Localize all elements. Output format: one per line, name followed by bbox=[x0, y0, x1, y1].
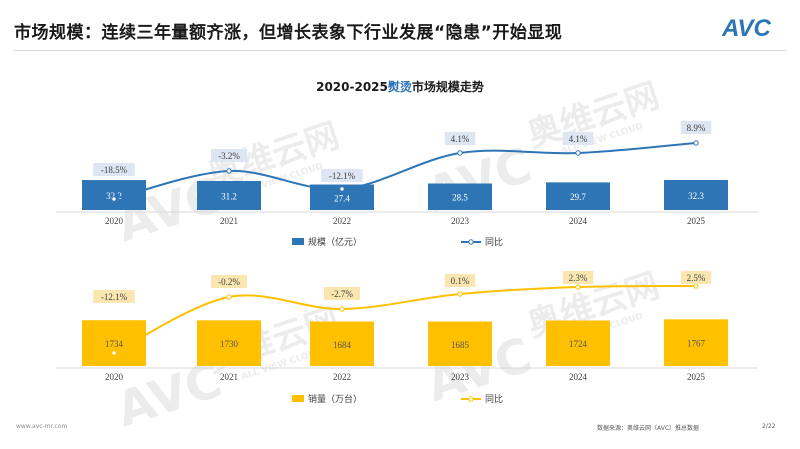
bottom-bar bbox=[546, 320, 610, 366]
chart-title-prefix: 2020-2025 bbox=[316, 80, 388, 94]
bottom-category-label: 2021 bbox=[220, 372, 238, 382]
top-bar-value: 31.2 bbox=[221, 191, 237, 201]
top-bar-value: 28.5 bbox=[452, 193, 468, 203]
top-legend-line-label: 同比 bbox=[485, 236, 503, 248]
bottom-yoy-label-bg bbox=[680, 271, 712, 284]
bottom-yoy-label-bg bbox=[444, 274, 476, 287]
top-yoy-label: -12.1% bbox=[329, 171, 356, 181]
bottom-yoy-label: 0.1% bbox=[451, 276, 470, 286]
bottom-bar-value: 1734 bbox=[105, 339, 124, 349]
top-bar-value: 32.3 bbox=[688, 191, 704, 201]
bottom-category-label: 2024 bbox=[569, 372, 588, 382]
top-bar-value: 29.7 bbox=[570, 192, 586, 202]
bottom-yoy-label-bg bbox=[211, 275, 247, 288]
top-yoy-point bbox=[693, 140, 699, 146]
chart-title: 2020-2025熨烫市场规模走势 bbox=[0, 78, 800, 95]
top-category-label: 2020 bbox=[105, 216, 124, 226]
top-yoy-label: 4.1% bbox=[569, 134, 588, 144]
top-yoy-label-bg bbox=[321, 169, 363, 182]
bottom-legend-line-label: 同比 bbox=[485, 393, 503, 405]
avc-logo: AVC bbox=[721, 14, 780, 44]
footer-source: 数据来源：奥维云网（AVC）推总数据 bbox=[597, 425, 700, 432]
top-yoy-label-bg bbox=[562, 132, 594, 145]
top-yoy-point bbox=[226, 168, 232, 174]
bottom-yoy-point bbox=[575, 284, 581, 290]
bottom-yoy-label: -0.2% bbox=[218, 277, 240, 287]
bottom-legend-bar-swatch bbox=[292, 395, 304, 402]
top-legend-bar-swatch bbox=[292, 238, 304, 245]
header-divider bbox=[14, 50, 786, 51]
bottom-yoy-label: 2.3% bbox=[569, 273, 588, 283]
top-bar-value: 32.2 bbox=[106, 191, 122, 201]
top-legend-line-marker bbox=[468, 239, 474, 245]
top-yoy-label: -18.5% bbox=[101, 165, 128, 175]
avc-logo-text: AVC bbox=[722, 15, 772, 40]
bottom-yoy-point bbox=[457, 291, 463, 297]
top-yoy-label-bg bbox=[444, 132, 476, 145]
bottom-category-label: 2022 bbox=[333, 372, 351, 382]
bottom-yoy-label: -2.7% bbox=[331, 289, 353, 299]
top-bar bbox=[428, 183, 492, 210]
bottom-yoy-label: 2.5% bbox=[687, 273, 706, 283]
bottom-bar-value: 1685 bbox=[451, 340, 470, 350]
footer-page-number: 2/22 bbox=[762, 423, 776, 430]
bottom-yoy-label: -12.1% bbox=[101, 292, 128, 302]
bottom-yoy-point bbox=[693, 283, 699, 289]
top-yoy-label-bg bbox=[680, 121, 712, 134]
top-bar bbox=[82, 180, 146, 210]
bottom-yoy-line bbox=[113, 285, 697, 354]
top-yoy-label-bg bbox=[211, 149, 247, 162]
top-category-label: 2022 bbox=[333, 216, 351, 226]
bottom-yoy-label-bg bbox=[562, 271, 594, 284]
top-category-label: 2025 bbox=[687, 216, 706, 226]
top-yoy-point bbox=[111, 196, 117, 202]
bottom-bar-value: 1724 bbox=[569, 339, 588, 349]
top-bar bbox=[664, 179, 728, 210]
top-yoy-label-bg bbox=[93, 163, 135, 176]
bottom-category-label: 2020 bbox=[105, 372, 124, 382]
bottom-bar-value: 1684 bbox=[333, 340, 352, 350]
bottom-legend-bar-label: 销量（万台） bbox=[308, 393, 362, 405]
bottom-category-label: 2025 bbox=[687, 372, 706, 382]
bottom-bar-value: 1767 bbox=[687, 339, 706, 349]
footer-website: www.avc-mr.com bbox=[16, 423, 68, 430]
top-category-label: 2023 bbox=[451, 216, 470, 226]
top-category-label: 2021 bbox=[220, 216, 238, 226]
top-yoy-label: -3.2% bbox=[218, 151, 240, 161]
bottom-yoy-point bbox=[111, 350, 117, 356]
top-yoy-point bbox=[457, 150, 463, 156]
top-yoy-label: 4.1% bbox=[451, 134, 470, 144]
bottom-legend-line-marker bbox=[468, 396, 474, 402]
top-bar-value: 27.4 bbox=[334, 193, 350, 203]
bottom-bar bbox=[197, 320, 261, 366]
bottom-yoy-point bbox=[339, 306, 345, 312]
top-bar bbox=[197, 180, 261, 210]
chart-title-highlight: 熨烫 bbox=[387, 80, 412, 94]
bottom-bar bbox=[310, 321, 374, 366]
top-yoy-label: 8.9% bbox=[687, 123, 706, 133]
top-legend-bar-label: 规模（亿元） bbox=[308, 236, 362, 248]
bottom-bar bbox=[428, 321, 492, 366]
top-yoy-line bbox=[113, 142, 697, 200]
bottom-category-label: 2023 bbox=[451, 372, 470, 382]
avc-logo-icon: AVC bbox=[721, 15, 772, 42]
bottom-bar bbox=[82, 320, 146, 366]
top-bar bbox=[546, 182, 610, 210]
bottom-yoy-label-bg bbox=[93, 290, 135, 303]
top-yoy-point bbox=[339, 186, 345, 192]
top-category-label: 2024 bbox=[569, 216, 588, 226]
bottom-bar bbox=[664, 319, 728, 366]
page-title: 市场规模：连续三年量额齐涨，但增长表象下行业发展“隐患”开始显现 bbox=[14, 23, 563, 43]
chart-title-suffix: 市场规模走势 bbox=[411, 80, 484, 94]
bottom-yoy-point bbox=[226, 294, 232, 300]
top-yoy-point bbox=[575, 150, 581, 156]
bottom-bar-value: 1730 bbox=[220, 339, 239, 349]
bottom-yoy-label-bg bbox=[324, 287, 360, 300]
